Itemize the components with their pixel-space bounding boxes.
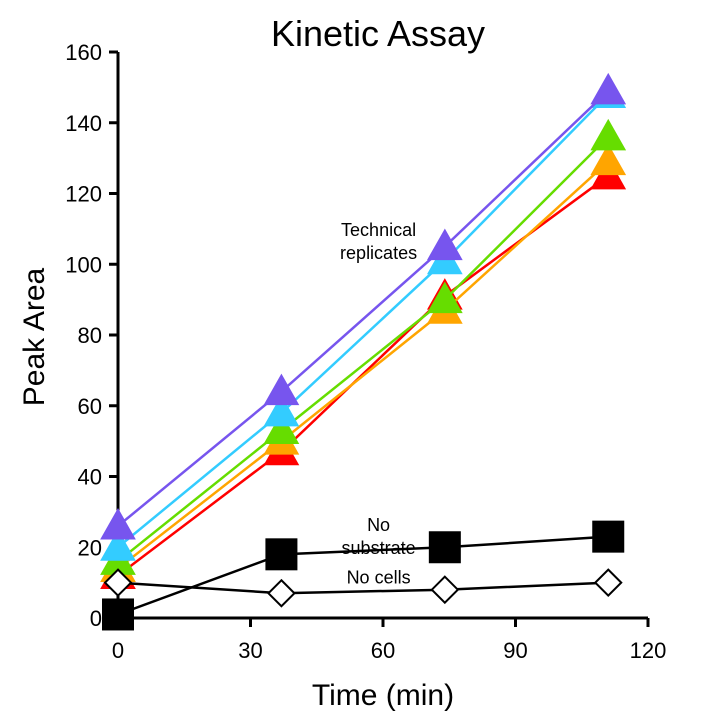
series-line <box>117 581 609 595</box>
y-tick-label: 160 <box>65 40 102 65</box>
square-point <box>592 520 625 553</box>
annotations: Technical replicates No substrate No cells <box>340 220 417 588</box>
diamond-point <box>593 568 623 598</box>
x-tick-label: 0 <box>112 638 124 663</box>
series-2 <box>100 143 627 582</box>
series-line <box>117 136 610 563</box>
annotation-text: replicates <box>340 243 417 263</box>
series-line <box>117 160 610 570</box>
triangle-point <box>100 529 136 561</box>
triangle-point <box>426 281 463 314</box>
y-tick-label: 140 <box>65 111 102 136</box>
annotation-text: substrate <box>342 538 416 558</box>
series-line <box>117 93 610 549</box>
axes: 0 20 40 60 80 100 120 140 160 0 30 60 90 120 <box>65 40 666 663</box>
series-layer <box>100 72 627 631</box>
y-tick-label: 120 <box>65 182 102 207</box>
triangle-point <box>426 228 463 261</box>
diamond-point <box>267 578 296 608</box>
y-tick-label: 80 <box>78 323 102 348</box>
square-point <box>102 598 134 631</box>
x-tick-label: 120 <box>630 638 667 663</box>
triangle-point <box>263 373 300 406</box>
x-tick-label: 90 <box>503 638 527 663</box>
chart-title: Kinetic Assay <box>271 13 485 54</box>
series-line <box>117 90 610 527</box>
y-tick-label: 20 <box>78 535 102 560</box>
x-tick-label: 60 <box>371 638 395 663</box>
series-5 <box>100 72 627 540</box>
triangle-point <box>263 394 300 427</box>
series-7 <box>103 568 623 608</box>
y-tick-label: 40 <box>78 465 102 490</box>
y-tick-label: 60 <box>78 394 102 419</box>
diamond-point <box>430 575 460 605</box>
triangle-point <box>590 118 627 151</box>
triangle-point <box>590 143 627 176</box>
x-tick-label: 30 <box>238 638 262 663</box>
square-point <box>428 531 461 564</box>
square-point <box>265 538 298 571</box>
annotation-text: Technical <box>341 220 416 240</box>
y-axis-label: Peak Area <box>18 267 51 406</box>
series-6 <box>102 520 625 631</box>
diamond-point <box>103 568 133 598</box>
series-line <box>117 535 609 616</box>
y-tick-label: 0 <box>90 606 102 631</box>
triangle-point <box>263 412 300 445</box>
y-tick-label: 100 <box>65 252 102 277</box>
x-axis-label: Time (min) <box>312 679 454 712</box>
triangle-point <box>100 508 136 540</box>
annotation-text: No cells <box>347 567 411 587</box>
series-3 <box>100 118 627 575</box>
annotation-text: No <box>367 515 390 535</box>
triangle-point <box>590 72 627 105</box>
